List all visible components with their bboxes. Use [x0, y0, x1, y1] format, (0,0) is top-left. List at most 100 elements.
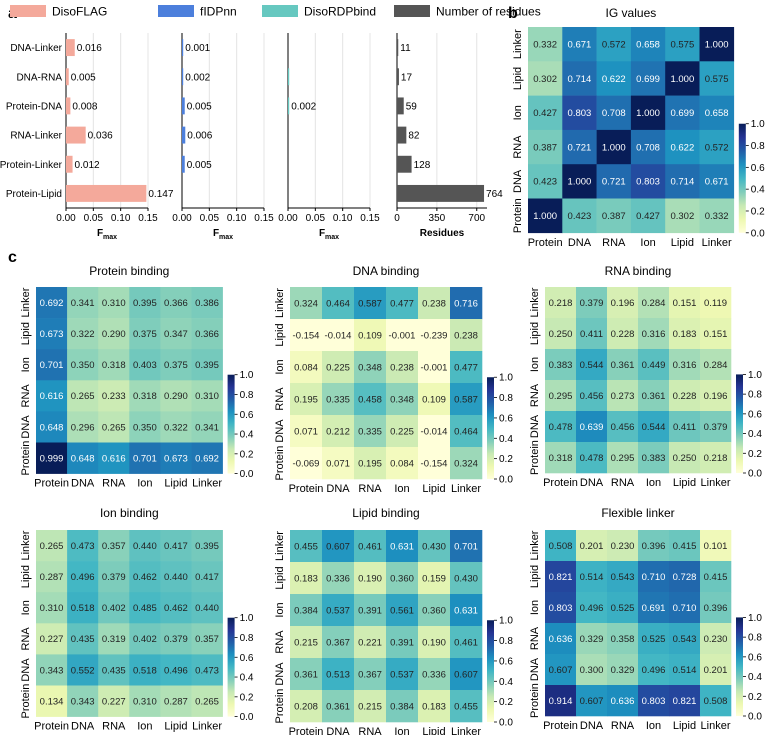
cell-value-label: 0.316 [673, 360, 697, 371]
cell-value-label: 0.218 [549, 298, 573, 309]
cell-value-label: 0.821 [549, 572, 573, 583]
colorbar-tick-label: 0.2 [751, 206, 765, 217]
cell-value-label: 0.430 [422, 541, 446, 552]
cell-value-label: 0.318 [133, 391, 157, 402]
heatmap-cell [354, 415, 387, 448]
heatmap-cell [699, 61, 735, 96]
heatmap-cell [386, 287, 419, 320]
cell-value-label: 0.387 [533, 142, 557, 153]
heatmap-cell [700, 592, 732, 624]
cell-value-label: 0.322 [71, 329, 95, 340]
heatmap-cell [607, 442, 639, 474]
cell-value-label: 0.708 [636, 142, 660, 153]
row-label: Protein [20, 441, 32, 476]
heatmap-cell [545, 685, 577, 717]
cell-value-label: 0.714 [568, 74, 592, 85]
cell-value-label: 0.383 [642, 453, 666, 464]
cell-value-label: 0.671 [568, 39, 592, 50]
cell-value-label: 0.572 [602, 39, 626, 50]
heatmap-cell [322, 530, 355, 563]
cell-value-label: 0.496 [71, 572, 95, 583]
col-label: Protein [528, 237, 563, 249]
row-label: Linker [20, 287, 32, 317]
heatmap-cell [607, 685, 639, 717]
cell-value-label: -0.014 [325, 330, 352, 341]
heatmap-cell [418, 383, 451, 416]
cell-value-label: 0.456 [580, 391, 604, 402]
cell-value-label: 0.462 [133, 572, 157, 583]
row-label: Protein [274, 689, 286, 724]
heatmap-cell [67, 380, 99, 412]
row-label: Ion [20, 600, 32, 615]
cell-value-label: 0.287 [164, 696, 188, 707]
cell-value-label: 0.265 [71, 391, 95, 402]
bar [66, 155, 73, 173]
heatmap-cell [450, 287, 483, 320]
heatmap-cell [700, 442, 732, 474]
panel-label-b: b [508, 5, 518, 22]
heatmap-cell [576, 623, 608, 655]
cell-value-label: 0.201 [580, 541, 604, 552]
colorbar-tick-label: 0.2 [240, 692, 254, 703]
bar-value-label: 764 [486, 189, 503, 200]
heatmap-cell [354, 287, 387, 320]
col-label: Lipid [422, 726, 445, 735]
cell-value-label: 1.000 [533, 211, 557, 222]
cell-value-label: 0.316 [642, 329, 666, 340]
cell-value-label: 0.473 [71, 541, 95, 552]
heatmap-cell [576, 654, 608, 686]
heatmap-cell [669, 592, 701, 624]
cell-value-label: 0.728 [673, 572, 697, 583]
cell-value-label: 0.190 [422, 637, 446, 648]
heatmap-cell [638, 592, 670, 624]
cell-value-label: 0.411 [580, 329, 603, 340]
col-label: Ion [394, 483, 409, 495]
heatmap-cell [160, 530, 192, 562]
heatmap-cell [700, 349, 732, 381]
heatmap-cell [67, 561, 99, 593]
cell-value-label: 0.631 [454, 605, 478, 616]
heatmap-cell [700, 530, 732, 562]
cell-value-label: 0.119 [704, 298, 727, 309]
colorbar-tick-label: 0.0 [751, 228, 765, 239]
col-label: Protein [34, 478, 69, 490]
heatmap-cell [386, 690, 419, 723]
heatmap-title: Flexible linker [601, 506, 674, 520]
cell-value-label: -0.001 [421, 362, 448, 373]
cell-value-label: 0.336 [422, 669, 446, 680]
heatmap-cell [669, 287, 701, 319]
cell-value-label: 0.462 [164, 603, 188, 614]
heatmap-cell [607, 349, 639, 381]
heatmap-cell [450, 447, 483, 480]
cell-value-label: 0.109 [422, 394, 446, 405]
heatmap-cell [699, 27, 735, 62]
heatmap-cell [354, 658, 387, 691]
heatmap-cell [160, 654, 192, 686]
cell-value-label: 0.607 [580, 696, 604, 707]
cell-value-label: 0.423 [533, 177, 557, 188]
col-label: Lipid [164, 721, 187, 733]
cell-value-label: 0.648 [40, 422, 64, 433]
cell-value-label: 0.699 [670, 108, 694, 119]
cell-value-label: 0.159 [422, 573, 446, 584]
heatmap-cell [596, 95, 632, 131]
cell-value-label: 0.295 [611, 453, 635, 464]
cell-value-label: 0.587 [358, 298, 382, 309]
cell-value-label: 0.335 [326, 394, 350, 405]
bar-value-label: 0.005 [71, 72, 96, 83]
heatmap-cell [700, 623, 732, 655]
cell-value-label: 0.456 [611, 422, 635, 433]
cell-value-label: 0.821 [673, 696, 697, 707]
cell-value-label: 0.671 [705, 177, 729, 188]
heatmap-cell [450, 319, 483, 352]
heatmap-cell [191, 592, 223, 624]
cell-value-label: 0.329 [611, 665, 635, 676]
colorbar-tick-label: 0.4 [748, 672, 762, 683]
cell-value-label: 0.343 [71, 696, 95, 707]
colorbar-tick-label: 0.4 [240, 673, 254, 684]
row-label: RNA [20, 384, 32, 408]
colorbar [736, 617, 743, 716]
heatmap-cell [98, 287, 130, 319]
heatmap-cell [290, 319, 323, 352]
heatmap-cell [450, 530, 483, 563]
